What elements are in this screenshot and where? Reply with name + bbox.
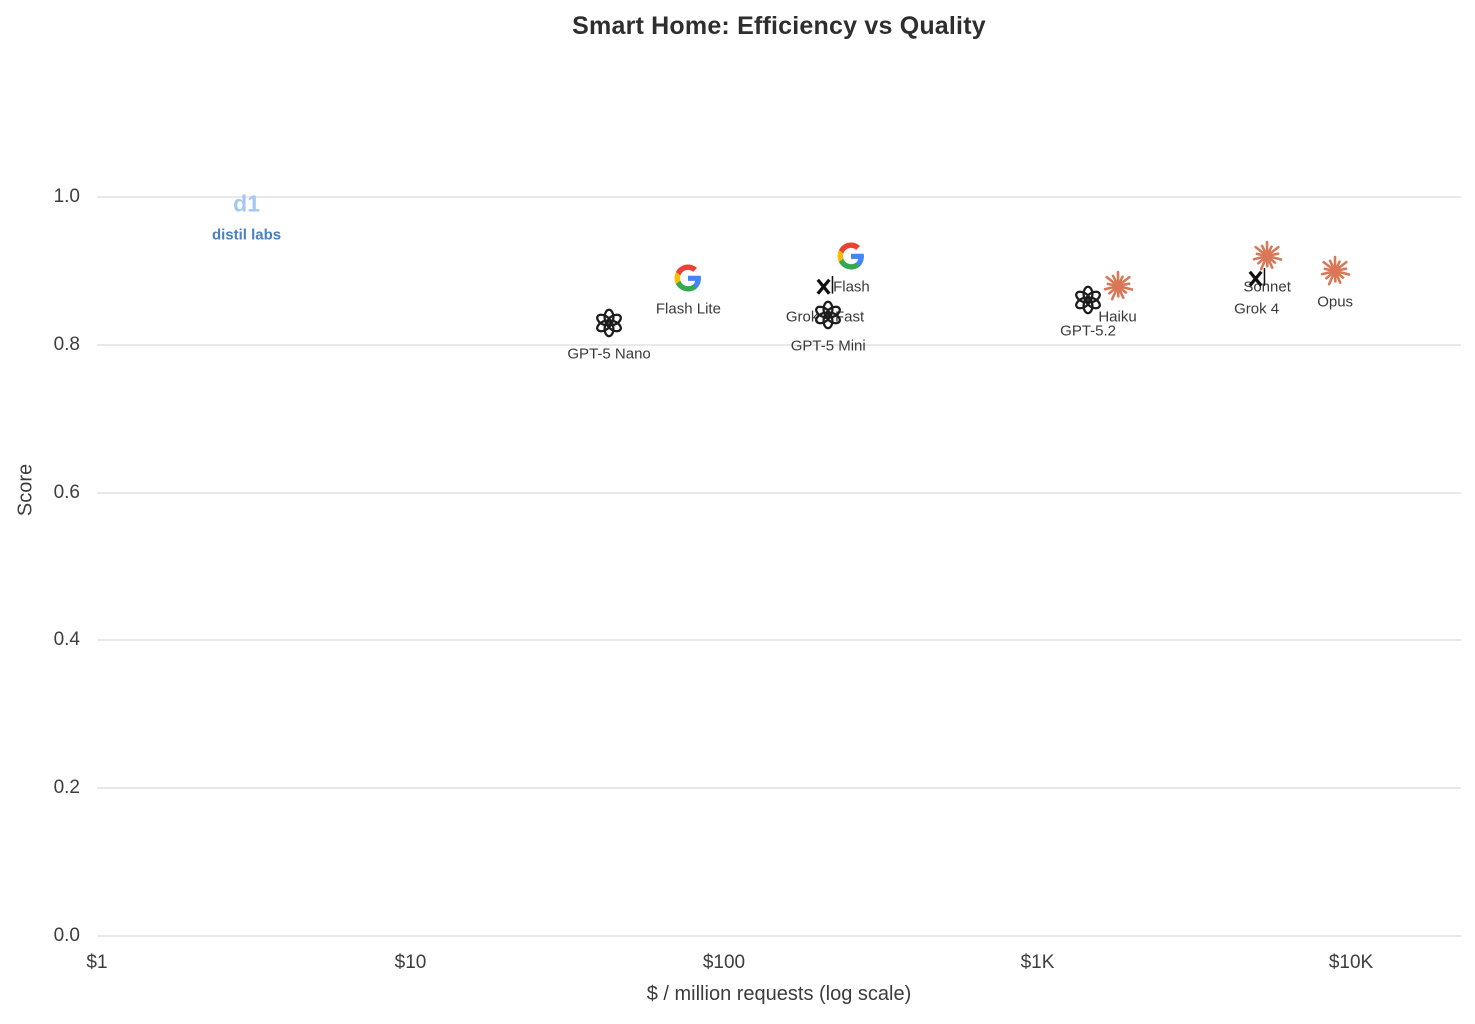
point-marker-grok-4-fast bbox=[814, 274, 837, 297]
y-axis-title: Score bbox=[14, 463, 37, 517]
distil-labs-logo: d1 bbox=[233, 190, 260, 217]
openai-logo-icon bbox=[1075, 286, 1102, 315]
x-tick-label: $10K bbox=[1328, 952, 1374, 973]
point-label-distil-labs: distil labs bbox=[211, 226, 282, 244]
google-logo-icon bbox=[674, 264, 702, 292]
x-axis-title: $ / million requests (log scale) bbox=[646, 983, 912, 1005]
point-marker-gpt-5-2 bbox=[1073, 285, 1103, 315]
gridline-y-0.6 bbox=[97, 491, 1461, 494]
point-marker-gpt-5-nano bbox=[594, 308, 624, 338]
openai-logo-icon bbox=[596, 308, 623, 337]
y-tick-label: 0.4 bbox=[53, 629, 80, 651]
anthropic-logo-icon bbox=[1320, 255, 1351, 286]
point-marker-flash-lite bbox=[674, 264, 702, 292]
anthropic-logo-icon bbox=[1252, 240, 1283, 271]
x-tick-label: $10 bbox=[394, 952, 427, 973]
point-marker-distil-labs: d1 bbox=[233, 190, 260, 217]
anthropic-logo-icon bbox=[1103, 270, 1133, 301]
gridline-y-0.8 bbox=[97, 343, 1461, 346]
chart-title: Smart Home: Efficiency vs Quality bbox=[572, 12, 986, 40]
point-label-opus: Opus bbox=[1317, 293, 1354, 311]
point-marker-sonnet bbox=[1251, 240, 1284, 273]
point-label-gpt-5-mini: GPT-5 Mini bbox=[790, 337, 866, 355]
y-tick-label: 0.8 bbox=[53, 333, 80, 355]
point-label-grok-4: Grok 4 bbox=[1234, 300, 1280, 318]
gridline-y-1.0 bbox=[97, 196, 1461, 198]
y-tick-label: 0.0 bbox=[53, 925, 80, 946]
x-tick-label: $100 bbox=[702, 952, 746, 973]
point-label-flash: Flash bbox=[833, 278, 870, 296]
y-tick-label: 0.2 bbox=[53, 777, 80, 799]
point-marker-opus bbox=[1319, 254, 1352, 287]
point-marker-gpt-5-mini bbox=[813, 300, 843, 330]
xai-logo-icon bbox=[1248, 268, 1265, 287]
y-tick-label: 1.0 bbox=[53, 186, 80, 207]
y-tick-label: 0.6 bbox=[53, 481, 80, 503]
gridline-y-0.2 bbox=[97, 787, 1461, 790]
google-logo-icon bbox=[837, 242, 865, 270]
point-label-gpt-5-2: GPT-5.2 bbox=[1060, 322, 1117, 340]
point-label-flash-lite: Flash Lite bbox=[655, 300, 721, 318]
point-marker-flash bbox=[837, 242, 865, 270]
point-label-sonnet: Sonnet bbox=[1243, 278, 1291, 296]
point-marker-haiku bbox=[1101, 269, 1134, 302]
point-label-gpt-5-nano: GPT-5 Nano bbox=[567, 345, 651, 363]
x-tick-label: $1 bbox=[86, 952, 108, 973]
gridline-y-0.0 bbox=[97, 935, 1461, 937]
openai-logo-icon bbox=[815, 300, 842, 330]
gridline-y-0.4 bbox=[97, 639, 1461, 642]
point-label-haiku: Haiku bbox=[1098, 308, 1137, 326]
point-marker-grok-4 bbox=[1245, 267, 1268, 290]
xai-logo-icon bbox=[816, 275, 834, 295]
x-tick-label: $1K bbox=[1020, 952, 1055, 973]
